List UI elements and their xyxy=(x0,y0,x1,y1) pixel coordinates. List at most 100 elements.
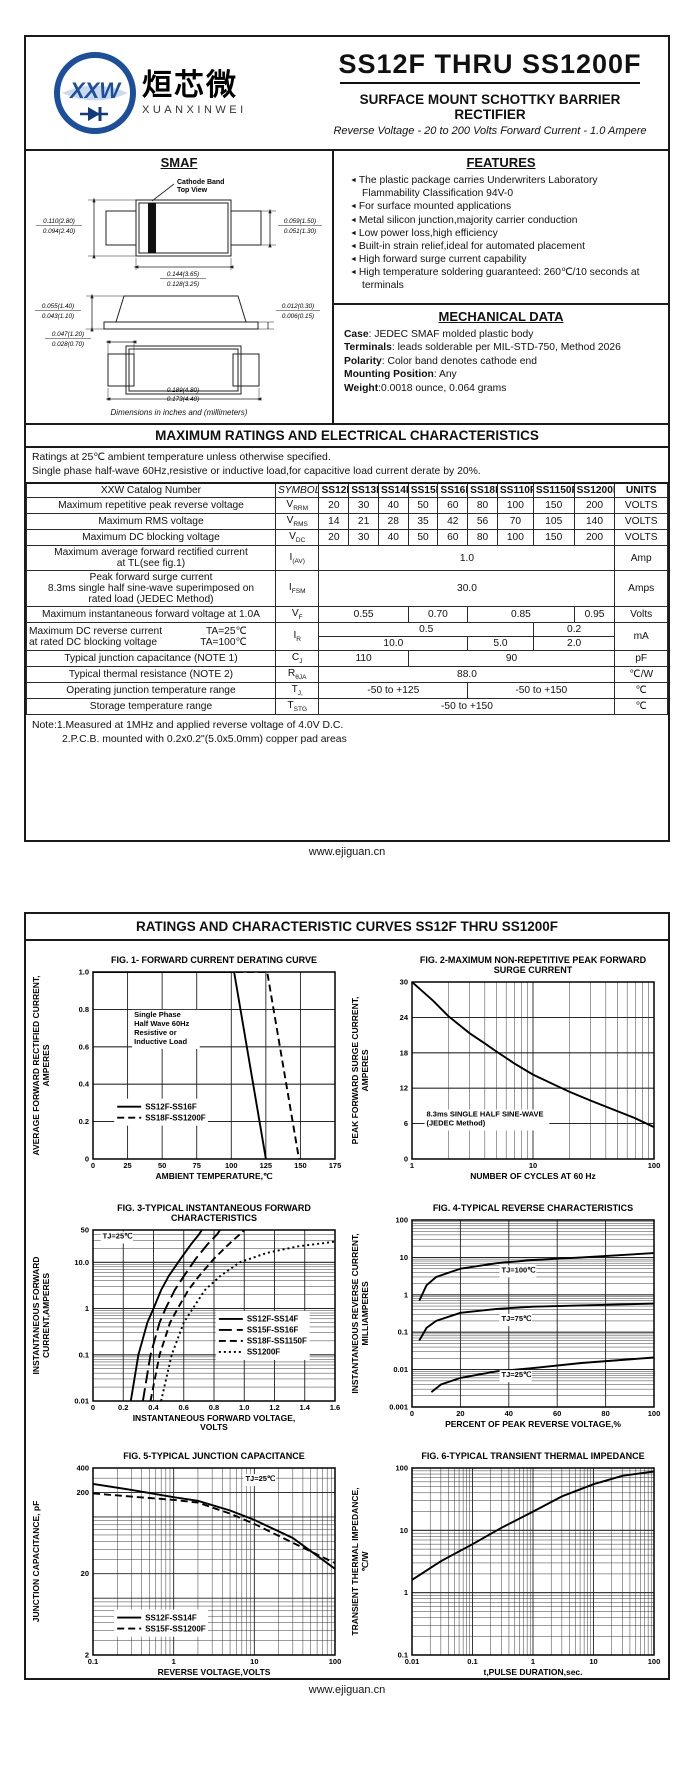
table-header-cell: SS15F xyxy=(407,482,439,499)
row-unit: ℃/W xyxy=(614,666,668,684)
x-tick-label: 20 xyxy=(456,1409,464,1418)
chart-title: FIG. 3-TYPICAL INSTANTANEOUS FORWARD xyxy=(117,1203,311,1213)
page1-footer-url: www.ejiguan.cn xyxy=(308,846,386,858)
x-tick-label: 80 xyxy=(601,1409,609,1418)
mechanical-item-label: Case xyxy=(344,329,369,340)
row-label: Typical junction capacitance (NOTE 1) xyxy=(26,650,276,668)
x-tick-label: 0 xyxy=(409,1409,413,1418)
note-line: Note:1.Measured at 1MHz and applied reve… xyxy=(32,720,344,732)
row-label: Maximum DC blocking voltage xyxy=(26,529,276,547)
package-outline-drawing: Cathode Band Top View 0.110(2.80) 0.094(… xyxy=(35,179,322,403)
y-axis-label: AMPERES xyxy=(41,1044,51,1086)
mechanical-item-label: Terminals xyxy=(344,342,392,354)
x-tick-label: 0.4 xyxy=(148,1403,159,1412)
x-tick-label: 0 xyxy=(90,1403,94,1412)
value-cell: 80 xyxy=(467,497,498,515)
value-cell: 60 xyxy=(437,529,469,547)
series-SS12F-SS14F xyxy=(92,1482,335,1570)
row-unit: pF xyxy=(614,650,668,668)
y-tick-label: 0.6 xyxy=(78,1042,88,1051)
y-tick-label: 12 xyxy=(399,1084,407,1093)
dim-top-left-min: 0.094(2.40) xyxy=(43,228,75,235)
x-tick-label: 0.8 xyxy=(208,1403,218,1412)
annotation-text: TJ=25℃ xyxy=(501,1370,531,1379)
x-tick-label: 125 xyxy=(259,1161,272,1170)
dim-overall-length-min: 0.173(4.40) xyxy=(167,396,199,402)
chart-title: SURGE CURRENT xyxy=(493,965,572,975)
series-TJ=25℃ xyxy=(430,1356,654,1393)
chart-title: FIG. 5-TYPICAL JUNCTION CAPACITANCE xyxy=(123,1451,305,1461)
annotation-bg xyxy=(499,1265,536,1278)
x-tick-label: 0.6 xyxy=(178,1403,188,1412)
mechanical-item-label: Polarity xyxy=(344,355,382,367)
value-cell: 21 xyxy=(348,513,379,531)
legend-label: SS12F-SS14F xyxy=(246,1315,298,1324)
chart-svg: FIG. 5-TYPICAL JUNCTION CAPACITANCE 0.1 1 1… xyxy=(31,1451,341,1677)
dim-pad-width-max: 0.047(1.20) xyxy=(52,331,84,338)
x-tick-label: 1.4 xyxy=(299,1403,310,1412)
mechanical-item: Weight:0.0018 ounce, 0.064 grams xyxy=(344,382,507,394)
row-symbol: TSTG xyxy=(274,698,320,716)
table-header-cell: SS1150F xyxy=(532,482,575,499)
plot-border xyxy=(410,981,655,1160)
x-axis-label: INSTANTANEOUS FORWARD VOLTAGE, xyxy=(132,1413,295,1423)
table-row: Typical junction capacitance (NOTE 1) CJ 1… xyxy=(26,650,668,668)
value-cell: 200 xyxy=(573,529,616,547)
value-cell: 1.0 xyxy=(318,545,616,572)
mechanical-item-label: Weight xyxy=(344,382,379,394)
chart-title: FIG. 4-TYPICAL REVERSE CHARACTERISTICS xyxy=(432,1203,632,1213)
row-unit: VOLTS xyxy=(614,497,668,515)
row-label: Maximum repetitive peak reverse voltage xyxy=(26,497,276,515)
row-label: Maximum DC reverse current TA=25℃ at rated… xyxy=(26,622,276,652)
x-tick-label: 1 xyxy=(171,1657,175,1666)
plot-border xyxy=(410,1219,655,1408)
x-tick-label: 1.6 xyxy=(329,1403,339,1412)
row-label: Maximum instantaneous forward voltage at… xyxy=(26,606,276,624)
ratings-banner: MAXIMUM RATINGS AND ELECTRICAL CHARACTER… xyxy=(26,423,668,448)
page1-middle: SMAF Cathode Band Top View xyxy=(26,149,668,423)
row-symbol: I(AV) xyxy=(274,545,320,572)
chart-title: FIG. 6-TYPICAL TRANSIENT THERMAL IMPEDAN… xyxy=(421,1451,644,1461)
table-header-cell: XXW Catalog Number xyxy=(26,482,276,499)
plot-border xyxy=(410,1467,655,1656)
value-cell: 70 xyxy=(496,513,534,531)
value-cell: -50 to +150 xyxy=(467,682,616,700)
plot-border xyxy=(91,1229,336,1402)
fig5-typical-junction-capacitance: FIG. 5-TYPICAL JUNCTION CAPACITANCE 0.1 1 1… xyxy=(28,1447,347,1687)
ratings-note: Note:1.Measured at 1MHz and applied reve… xyxy=(26,715,668,751)
value-cell: 0.2 xyxy=(532,622,616,638)
dim-lead-thickness-max: 0.012(0.30) xyxy=(282,303,314,310)
features-section: FEATURES The plastic package carries Und… xyxy=(334,151,668,305)
x-tick-label: 40 xyxy=(504,1409,512,1418)
value-cell: 0.95 xyxy=(573,606,616,624)
logo-monogram: XXW xyxy=(68,78,122,103)
dim-pad-width-min: 0.028(0.70) xyxy=(52,341,84,348)
company-name-cn: 烜芯微 xyxy=(142,68,238,102)
company-name-en: XUANXINWEI xyxy=(142,103,247,116)
mechanical-item: Polarity: Color band denotes cathode end xyxy=(344,355,537,367)
page1-header: XXW 烜芯微 XUANXINWEI SS12F THRU SS1200F SU… xyxy=(26,37,668,149)
chart-title: CHARACTERISTICS xyxy=(170,1213,256,1223)
x-tick-label: 0.2 xyxy=(118,1403,128,1412)
x-tick-label: 10 xyxy=(528,1161,536,1170)
y-axis-label: TRANSIENT THERMAL IMPEDANCE, xyxy=(350,1487,360,1635)
chart-svg: FIG. 3-TYPICAL INSTANTANEOUS FORWARDCHAR… xyxy=(31,1203,340,1432)
value-cell: 35 xyxy=(407,513,439,531)
annotation-bg xyxy=(424,1109,549,1131)
features-mech-column: FEATURES The plastic package carries Und… xyxy=(334,151,668,423)
value-cell: 100 xyxy=(496,497,534,515)
row-symbol: VRMS xyxy=(274,513,320,531)
package-caption: Dimensions in inches and (millimeters) xyxy=(110,408,248,417)
dim-side-height-min: 0.043(1.10) xyxy=(42,313,74,320)
condition-line: Single phase half-wave 60Hz,resistive or… xyxy=(32,465,481,477)
x-tick-label: 25 xyxy=(123,1161,131,1170)
feature-item: The plastic package carries Underwriters… xyxy=(350,174,658,200)
value-cell: 150 xyxy=(532,529,575,547)
y-tick-label: 24 xyxy=(399,1013,408,1022)
annotation-text: TJ=25℃ xyxy=(102,1232,132,1241)
row-unit: ℃ xyxy=(614,698,668,716)
y-tick-label: 1 xyxy=(403,1588,407,1597)
page2-footer-url: www.ejiguan.cn xyxy=(308,1684,386,1696)
table-row: Maximum DC blocking voltage VDC 20 30 40 50 60… xyxy=(26,529,668,547)
value-cell: 50 xyxy=(407,497,439,515)
